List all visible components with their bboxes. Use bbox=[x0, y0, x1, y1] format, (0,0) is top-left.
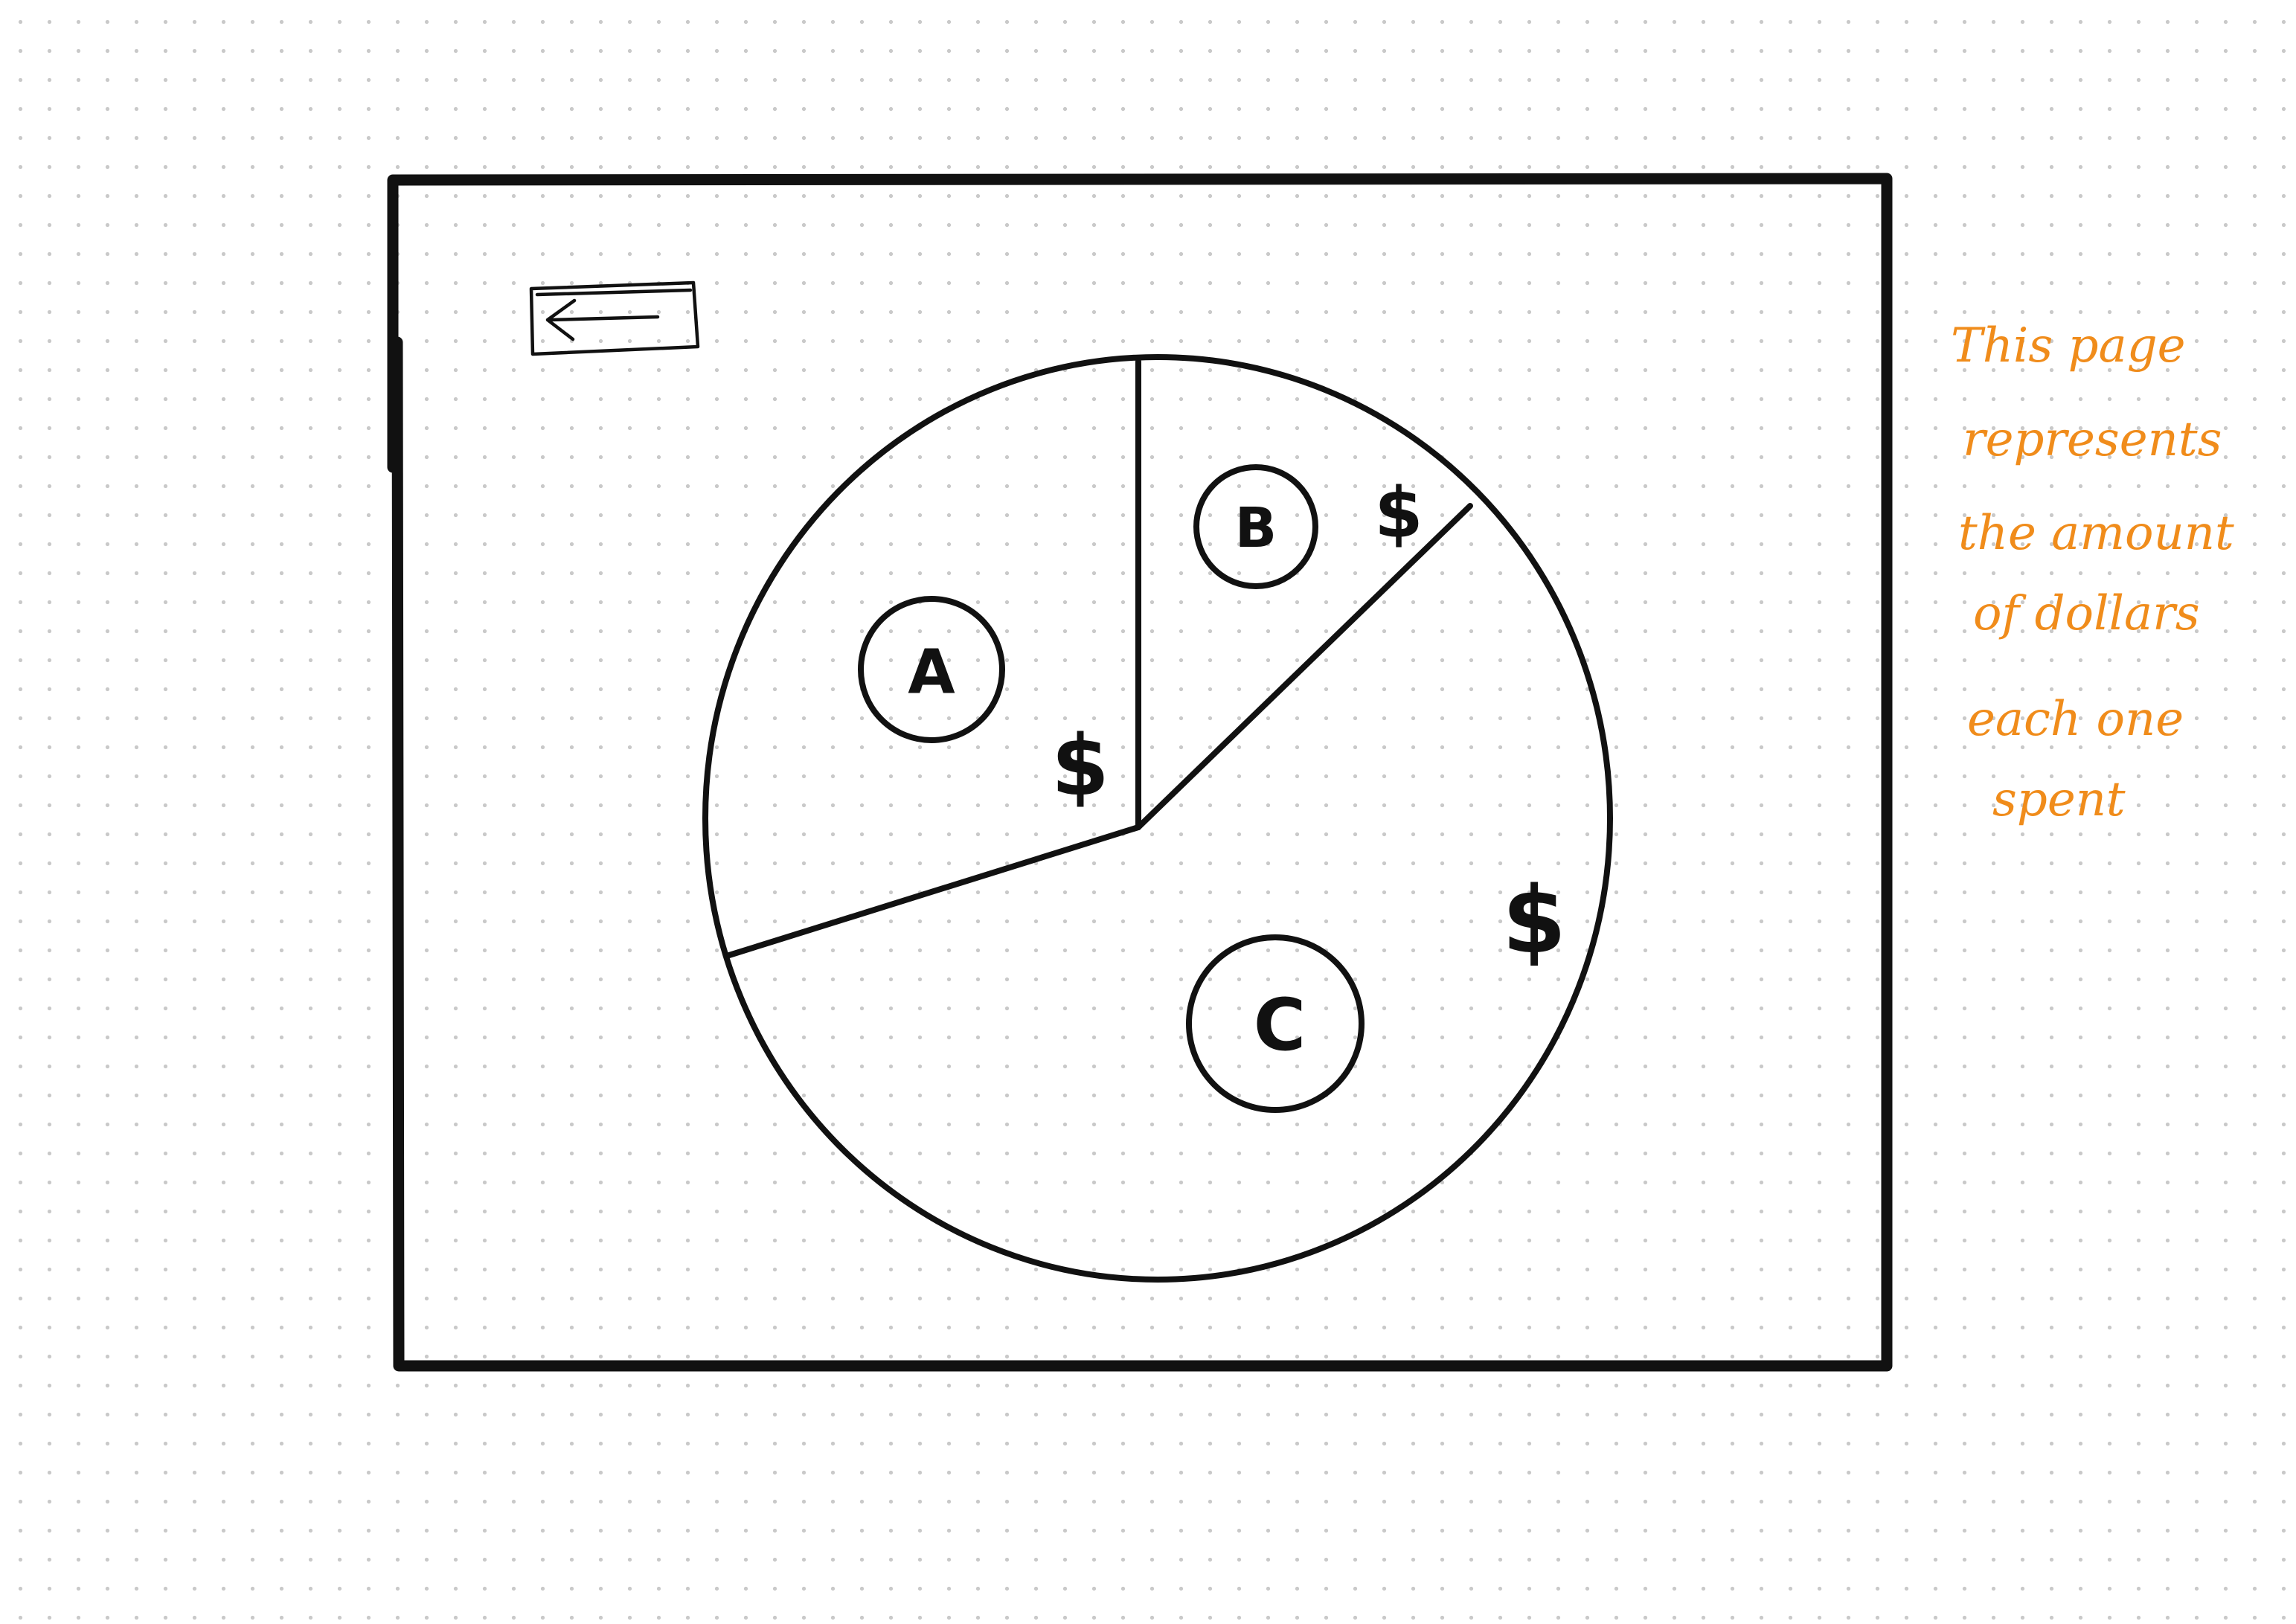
annotation-line: This page bbox=[1951, 318, 2186, 373]
slice-label: A bbox=[908, 638, 955, 708]
annotation-line: of dollars bbox=[1973, 586, 2200, 641]
slice-b[interactable]: B $ bbox=[1193, 464, 1423, 589]
pie-outline bbox=[702, 354, 1613, 1283]
slice-label-badge bbox=[1186, 934, 1365, 1113]
slice-divider-c-a bbox=[726, 824, 1141, 958]
annotation-note: This page represents the amount of dolla… bbox=[1951, 318, 2234, 827]
annotation-line: spent bbox=[1992, 772, 2126, 827]
annotation-line: represents bbox=[1963, 412, 2222, 467]
dollar-icon: $ bbox=[1051, 718, 1109, 815]
pie-chart bbox=[702, 354, 1613, 1283]
slice-divider-b-c bbox=[1135, 503, 1473, 830]
annotation-line: each one bbox=[1967, 692, 2184, 747]
slice-label-badge bbox=[858, 596, 1005, 743]
slice-label: C bbox=[1254, 983, 1306, 1067]
dollar-icon: $ bbox=[1502, 867, 1566, 975]
slice-label: B bbox=[1235, 496, 1277, 560]
annotation-line: the amount bbox=[1958, 506, 2234, 561]
slice-a[interactable]: A $ bbox=[858, 596, 1109, 815]
screen-frame bbox=[387, 173, 1893, 1372]
slice-label-badge bbox=[1193, 464, 1318, 589]
slice-c[interactable]: C $ bbox=[1186, 867, 1566, 1113]
arrow-left-icon bbox=[545, 298, 660, 341]
dollar-icon: $ bbox=[1374, 473, 1423, 554]
back-button[interactable] bbox=[529, 280, 700, 356]
